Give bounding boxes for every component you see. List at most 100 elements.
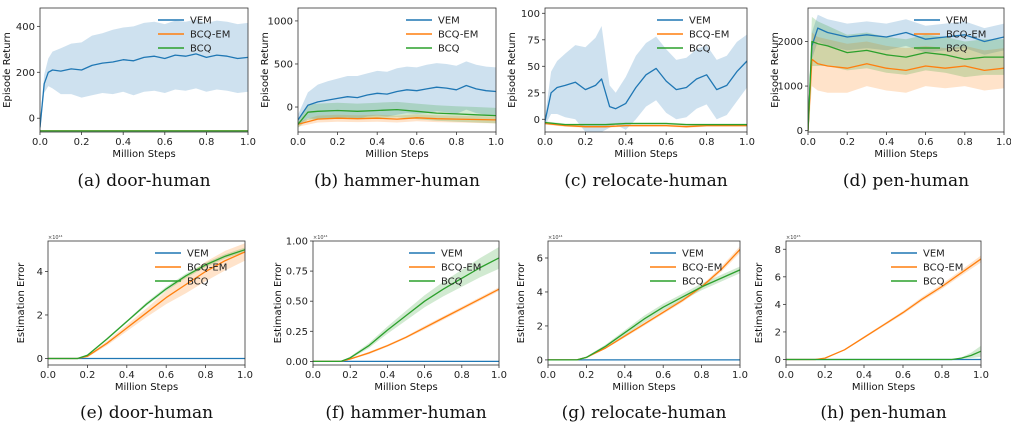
y-tick-label: 500 xyxy=(274,59,293,70)
y-tick-label: 2 xyxy=(37,310,43,321)
series-line-vem xyxy=(545,60,747,122)
series-band-vem xyxy=(40,19,248,132)
plot-area xyxy=(545,26,747,132)
chart-panel-8: 0.0 0.2 0.4 0.6 0.8 1.0 0 2 4 6 8 ×10¹⁵ Million Step… xyxy=(754,235,989,423)
y-axis-label: Episode Return xyxy=(2,32,13,108)
x-tick-label: 1.0 xyxy=(237,370,253,381)
x-axis-label: Million Steps xyxy=(374,382,437,393)
plot-area xyxy=(48,243,245,360)
plot-area xyxy=(313,247,499,363)
legend-label-vem: VEM xyxy=(441,249,463,260)
y-axis-multiplier: ×10¹⁴ xyxy=(548,235,563,241)
x-axis-label: Million Steps xyxy=(874,149,937,160)
x-tick-label: 0.6 xyxy=(409,137,425,148)
y-axis-multiplier: ×10¹⁴ xyxy=(48,235,63,241)
x-tick-label: 0.4 xyxy=(115,137,131,148)
x-tick-label: 0.6 xyxy=(157,137,173,148)
series-line-bcq xyxy=(48,249,245,360)
x-tick-label: 0.2 xyxy=(578,370,594,381)
x-tick-label: 0.6 xyxy=(918,137,934,148)
axes-frame xyxy=(47,240,246,366)
series-band-bcq-em xyxy=(48,243,245,359)
x-tick-label: 0.0 xyxy=(540,370,556,381)
x-tick-label: 0.6 xyxy=(658,137,674,148)
series-line-bcq xyxy=(808,40,1004,131)
series-line-bcq-em xyxy=(313,288,499,363)
series-line-bcq-em xyxy=(298,117,496,125)
x-tick-label: 0.8 xyxy=(699,137,715,148)
subfigure-caption: (a) door-human xyxy=(77,171,210,191)
series-line-bcq-em xyxy=(48,251,245,360)
y-tick-label: 0 xyxy=(37,354,43,365)
x-tick-label: 1.0 xyxy=(491,370,507,381)
axes-frame xyxy=(807,7,1005,133)
x-tick-label: 0.8 xyxy=(198,137,214,148)
y-axis-label: Episode Return xyxy=(770,32,781,108)
legend-label-bcq: BCQ xyxy=(438,44,460,55)
y-tick-label: 0 xyxy=(775,355,781,366)
legend-label-bcq-em: BCQ-EM xyxy=(923,263,963,274)
axes-frame xyxy=(547,240,741,366)
y-axis-multiplier: ×10¹⁴ xyxy=(313,235,328,241)
legend-label-bcq-em: BCQ-EM xyxy=(946,30,986,41)
chart-panel-3: 0.0 0.2 0.4 0.6 0.8 1.0 0 25 50 75 100 Million Step… xyxy=(507,7,755,191)
x-tick-label: 0.4 xyxy=(618,137,634,148)
series-line-bcq-em xyxy=(786,258,981,361)
y-tick-label: 0 xyxy=(537,355,543,366)
series-line-bcq-em xyxy=(808,58,1004,131)
axes-frame xyxy=(544,7,748,133)
legend-label-vem: VEM xyxy=(438,16,460,27)
x-tick-label: 1.0 xyxy=(996,137,1011,148)
x-tick-label: 0.0 xyxy=(40,370,56,381)
y-axis-label: Estimation Error xyxy=(16,262,27,344)
x-tick-label: 0.2 xyxy=(79,370,95,381)
x-tick-label: 0.0 xyxy=(32,137,48,148)
series-band-bcq xyxy=(808,16,1004,132)
x-tick-label: 0.6 xyxy=(417,370,433,381)
x-tick-label: 0.6 xyxy=(158,370,174,381)
chart-panel-6: 0.0 0.2 0.4 0.6 0.8 1.0 0.00 0.25 0.50 0.75 1.00 ×1… xyxy=(273,235,507,423)
legend-label-bcq-em: BCQ-EM xyxy=(441,263,481,274)
y-tick-label: 1000 xyxy=(778,82,803,93)
series-line-vem xyxy=(808,27,1004,131)
subfigure-caption: (d) pen-human xyxy=(843,171,969,191)
series-band-bcq xyxy=(298,101,496,128)
x-axis-label: Million Steps xyxy=(112,149,175,160)
y-tick-label: 8 xyxy=(775,245,781,256)
subfigure-caption: (f) hammer-human xyxy=(325,403,486,423)
subfigure-caption: (e) door-human xyxy=(80,403,213,423)
y-tick-label: 400 xyxy=(16,22,35,33)
series-band-vem xyxy=(298,61,496,126)
plot-area xyxy=(786,255,981,361)
series-line-bcq xyxy=(786,350,981,361)
plot-area xyxy=(808,14,1004,132)
x-tick-label: 0.0 xyxy=(778,370,794,381)
series-band-bcq xyxy=(48,247,245,359)
x-tick-label: 0.4 xyxy=(119,370,135,381)
y-tick-label: 0 xyxy=(797,126,803,137)
x-tick-label: 0.2 xyxy=(817,370,833,381)
legend-label-vem: VEM xyxy=(187,249,209,260)
axes-frame xyxy=(785,240,982,366)
series-band-vem xyxy=(808,14,1004,132)
y-tick-label: 2000 xyxy=(778,37,803,48)
axes-frame xyxy=(39,7,249,133)
y-tick-label: 75 xyxy=(527,35,540,46)
chart-panel-7: 0.0 0.2 0.4 0.6 0.8 1.0 0 2 4 6 ×10¹⁴ Million Steps… xyxy=(516,235,748,423)
series-line-bcq-em xyxy=(545,122,747,128)
chart-panel-5: 0.0 0.2 0.4 0.6 0.8 1.0 0 2 4 ×10¹⁴ Million Steps E… xyxy=(16,235,253,423)
legend-label-vem: VEM xyxy=(923,249,945,260)
x-tick-label: 0.0 xyxy=(305,370,321,381)
x-tick-label: 0.2 xyxy=(342,370,358,381)
subfigure-caption: (h) pen-human xyxy=(820,403,946,423)
chart-panel-1: 0.0 0.2 0.4 0.6 0.8 1.0 0 200 400 Million Steps Ep… xyxy=(2,7,256,191)
subfigure-caption: (b) hammer-human xyxy=(314,171,480,191)
y-axis-label: Estimation Error xyxy=(273,262,284,344)
legend-label-bcq: BCQ xyxy=(187,277,209,288)
series-line-bcq xyxy=(545,121,747,126)
legend-label-bcq: BCQ xyxy=(946,44,968,55)
series-line-vem xyxy=(40,53,248,128)
x-axis-label: Million Steps xyxy=(115,382,178,393)
series-band-bcq xyxy=(786,345,981,360)
x-tick-label: 0.2 xyxy=(577,137,593,148)
